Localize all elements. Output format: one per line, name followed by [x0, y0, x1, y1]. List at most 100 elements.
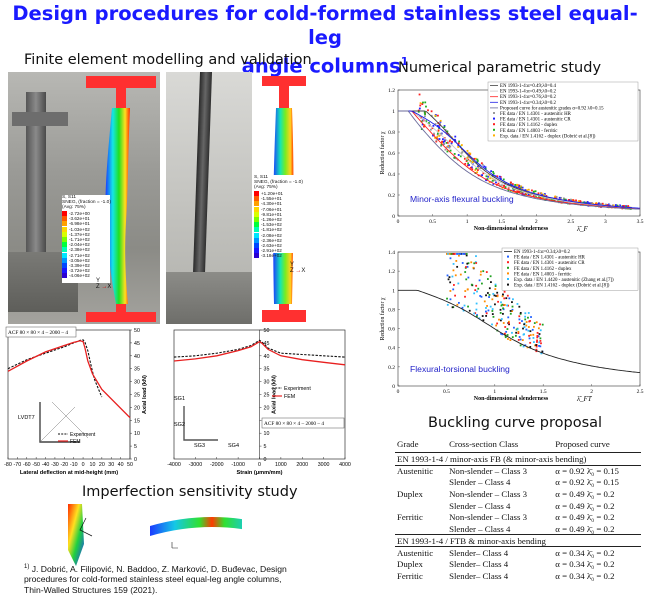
data-point: [516, 328, 519, 331]
data-point: [540, 342, 542, 345]
data-point: [456, 303, 459, 306]
data-point: [573, 200, 576, 203]
data-point: [468, 309, 471, 312]
contour-value: +1.20e+01: [261, 191, 283, 197]
x-tick-label: -40: [42, 462, 50, 468]
data-point: [477, 165, 479, 168]
data-point: [465, 278, 468, 281]
data-point: [467, 162, 470, 165]
series-fem-line: [7, 340, 131, 419]
legend-swatch: [493, 112, 495, 114]
data-point: [418, 93, 421, 96]
data-point: [446, 253, 448, 255]
data-point: [596, 203, 599, 205]
cell-grade: Austenitic: [397, 547, 434, 558]
data-point: [502, 308, 505, 311]
data-point: [424, 101, 427, 104]
data-point: [421, 123, 424, 126]
data-point: [536, 339, 538, 342]
data-point: [519, 312, 522, 315]
data-point: [466, 262, 469, 265]
data-point: [537, 327, 540, 330]
data-point: [502, 178, 505, 181]
chart-legend: EN 1993-1-4:α=0.49;λ0=0.4EN 1993-1-4:α=0…: [487, 81, 639, 142]
data-point: [458, 254, 460, 257]
data-point: [437, 129, 440, 132]
top-end-plate-2: [262, 76, 306, 86]
data-point: [448, 140, 451, 143]
data-point: [425, 120, 428, 123]
contour-level: -1.81e+02: [254, 227, 283, 233]
data-point: [457, 142, 460, 145]
data-point: [438, 126, 441, 128]
data-point: [448, 253, 451, 255]
data-point: [446, 141, 449, 144]
legend-label: EN 1993-1-4:α=0.34;λ0=0.2: [500, 101, 557, 106]
data-point: [501, 303, 504, 306]
cell-grade: [395, 523, 447, 535]
data-point: [440, 141, 443, 144]
contour-level: -4.30e+01: [254, 201, 283, 207]
y-tick-label: 1: [392, 288, 395, 294]
data-point: [476, 314, 478, 316]
data-point: [527, 312, 530, 314]
data-point: [454, 138, 456, 141]
data-point: [509, 312, 512, 315]
data-point: [534, 344, 536, 347]
data-point: [538, 341, 541, 344]
data-point: [491, 180, 494, 182]
data-point: [488, 296, 490, 298]
y-tick-label: 0.6: [388, 327, 395, 333]
data-point: [477, 287, 480, 290]
data-point: [461, 306, 464, 309]
data-point: [435, 139, 438, 142]
data-point: [465, 254, 468, 257]
data-point: [478, 279, 481, 282]
contour-swatch: [254, 227, 259, 233]
lambda0-value: λ̄₀ = 0.2: [586, 547, 615, 558]
legend-swatch: [493, 123, 495, 126]
data-point: [437, 114, 439, 117]
data-point: [488, 294, 491, 296]
alpha-value: α = 0.49: [555, 500, 587, 511]
data-point: [531, 328, 534, 331]
data-point: [538, 344, 540, 347]
data-point: [480, 162, 483, 165]
data-point: [436, 133, 439, 136]
cell-class: Slender– Class 4: [449, 547, 509, 558]
contour-value: -2.71e+02: [69, 252, 90, 258]
data-point: [479, 167, 482, 170]
data-point: [457, 282, 460, 285]
data-point: [491, 310, 494, 312]
data-point: [469, 152, 472, 155]
x-axis-label: Non-dimensional slenderness: [474, 226, 549, 232]
data-point: [454, 135, 457, 138]
contour-value: -2.04e+02: [69, 242, 90, 248]
data-point: [500, 332, 502, 335]
x-tick-label: -80: [4, 462, 12, 468]
legend-box: [501, 247, 639, 291]
data-point: [509, 181, 512, 184]
data-point: [540, 352, 543, 355]
data-point: [439, 123, 441, 125]
data-point: [495, 181, 497, 184]
local-axis-marker: [79, 517, 93, 537]
x-tick-label: 3: [604, 219, 607, 225]
data-point: [535, 321, 538, 324]
data-point: [499, 308, 502, 311]
cell-class: Slender – Class 4: [449, 500, 511, 511]
table-row: Austenitic Slender– Class 4 α = 0.34 λ̄₀ =…: [395, 547, 641, 559]
legend-label: FE data / EN 1.4301 - austenitic CR: [514, 261, 585, 266]
contour-legend-2: S, S11 SNEG, (fraction = -1.0) (Avg: 75%…: [254, 175, 303, 259]
data-point: [434, 136, 436, 139]
data-point: [453, 157, 456, 159]
data-point: [491, 308, 494, 310]
x-tick-label: -10: [70, 462, 78, 468]
data-point: [545, 195, 548, 197]
data-point: [432, 124, 435, 127]
y-tick-label: 1.2: [388, 88, 395, 94]
data-point: [555, 195, 558, 198]
axis-x-label-2: X: [301, 268, 306, 274]
alpha-value: α = 0.34: [555, 547, 587, 558]
contour-value: -4.06e+02: [69, 273, 90, 279]
